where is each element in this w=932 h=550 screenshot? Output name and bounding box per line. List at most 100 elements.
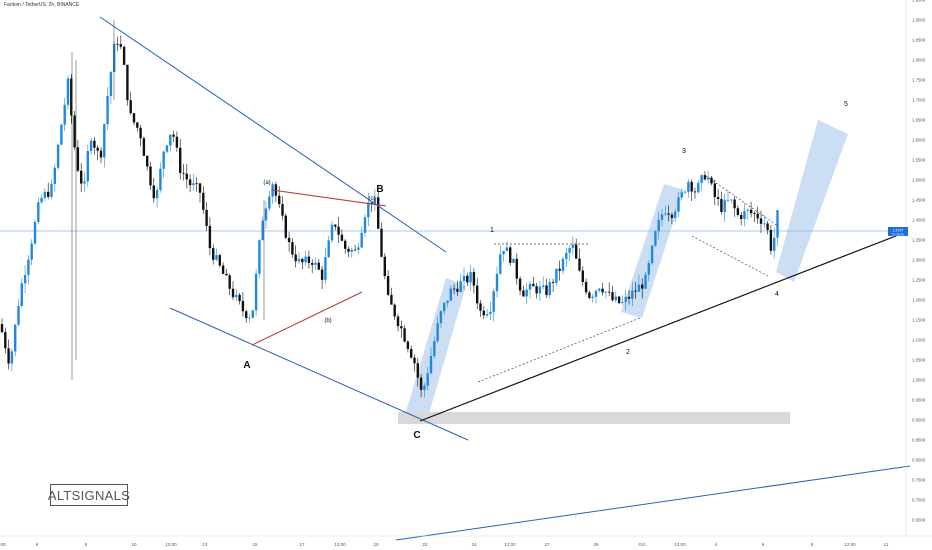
candle-up <box>314 262 317 265</box>
candle-up <box>254 273 258 311</box>
y-tick-label: 1.3000 <box>912 258 926 263</box>
candle-up <box>27 259 30 275</box>
candle-up <box>53 167 56 184</box>
candle-up <box>10 351 14 364</box>
candle-down <box>578 258 581 271</box>
y-tick-label: 0.9500 <box>912 398 926 403</box>
candle-down <box>611 292 614 301</box>
candle-up <box>367 202 370 218</box>
y-tick-label: 0.6500 <box>912 518 926 523</box>
candle-down <box>759 218 763 224</box>
candle-up <box>654 231 657 246</box>
candle-up <box>436 323 439 342</box>
candle-down <box>175 136 179 148</box>
lower-trendline <box>169 307 469 441</box>
x-tick-label: 6 <box>762 542 765 547</box>
candle-up <box>462 275 466 282</box>
candle-up <box>426 373 429 386</box>
candle-down <box>518 278 522 291</box>
candle-down <box>509 247 512 263</box>
candle-down <box>693 191 697 193</box>
candle-down <box>80 170 83 184</box>
candle-down <box>515 258 518 279</box>
candle-down <box>479 303 482 311</box>
candle-down <box>545 285 548 296</box>
candle-up <box>565 252 568 259</box>
upper-trendline <box>99 16 447 253</box>
candle-up <box>50 183 53 197</box>
candle-down <box>93 140 96 148</box>
candle-down <box>419 377 423 390</box>
price-tag-value: 1.4197 <box>893 229 904 233</box>
candle-down <box>410 349 413 358</box>
candle-down <box>756 213 759 219</box>
x-tick-label: 12:00 <box>504 542 516 547</box>
candle-down <box>476 285 479 304</box>
y-tick-label: 1.9000 <box>912 18 926 23</box>
y-tick-label: 0.8000 <box>912 458 926 463</box>
candle-down <box>535 286 538 294</box>
candle-down <box>142 138 146 156</box>
candle-down <box>641 284 644 289</box>
candle-down <box>195 183 198 185</box>
x-tick-label: 12:00 <box>165 542 177 547</box>
candle-up <box>33 221 37 244</box>
candle-down <box>281 204 284 216</box>
candle-up <box>56 144 60 168</box>
candle-down <box>416 363 419 378</box>
y-tick-label: 1.9500 <box>912 0 926 3</box>
candle-down <box>126 64 129 101</box>
candle-up <box>707 177 710 180</box>
candle-down <box>396 316 400 327</box>
x-tick-label: 8 <box>811 542 814 547</box>
wedge-lower-red <box>251 291 363 346</box>
wave-label-c: (c) <box>369 196 376 202</box>
candle-up <box>664 213 667 215</box>
candle-up <box>644 274 647 289</box>
x-tick-label: 10 <box>131 542 137 547</box>
candle-up <box>30 243 33 260</box>
candle-up <box>657 219 660 232</box>
candle-down <box>608 291 611 293</box>
candle-up <box>433 341 436 357</box>
candle-down <box>4 332 7 349</box>
candle-up <box>304 256 307 263</box>
candle-up <box>773 237 776 251</box>
x-tick-label: 20 <box>373 542 379 547</box>
candle-down <box>116 43 119 45</box>
candle-up <box>591 296 594 298</box>
candle-up <box>248 317 251 319</box>
candle-down <box>634 290 637 292</box>
candle-up <box>162 151 165 169</box>
candle-up <box>683 191 687 193</box>
candle-down <box>284 215 287 238</box>
candle-down <box>403 328 406 342</box>
wave-label-1: 1 <box>490 227 494 234</box>
candle-up <box>743 210 746 220</box>
wave-label-a: (a) <box>263 180 270 186</box>
x-tick-label: 17 <box>299 542 305 547</box>
candle-down <box>581 270 584 282</box>
y-tick-label: 1.6500 <box>912 118 926 123</box>
x-tick-label: 29 <box>593 542 599 547</box>
candle-down <box>377 197 380 229</box>
y-tick-label: 0.8500 <box>912 438 926 443</box>
candle-down <box>353 249 357 251</box>
candle-up <box>297 258 301 262</box>
candle-down <box>334 224 337 227</box>
candle-up <box>261 220 264 241</box>
candle-up <box>327 240 330 258</box>
x-tick-label: 15 <box>252 542 258 547</box>
candle-up <box>169 134 172 146</box>
candle-down <box>380 228 383 257</box>
wave-label-5: 5 <box>844 101 848 108</box>
chart-title: Fantom / TetherUS, 2h, BINANCE <box>4 2 80 8</box>
candle-up <box>730 199 733 201</box>
candle-down <box>311 263 314 265</box>
candle-down <box>73 115 76 148</box>
candle-up <box>489 311 492 315</box>
x-tick-label: 12:00 <box>674 542 686 547</box>
candle-down <box>383 256 386 277</box>
candle-up <box>443 302 446 312</box>
